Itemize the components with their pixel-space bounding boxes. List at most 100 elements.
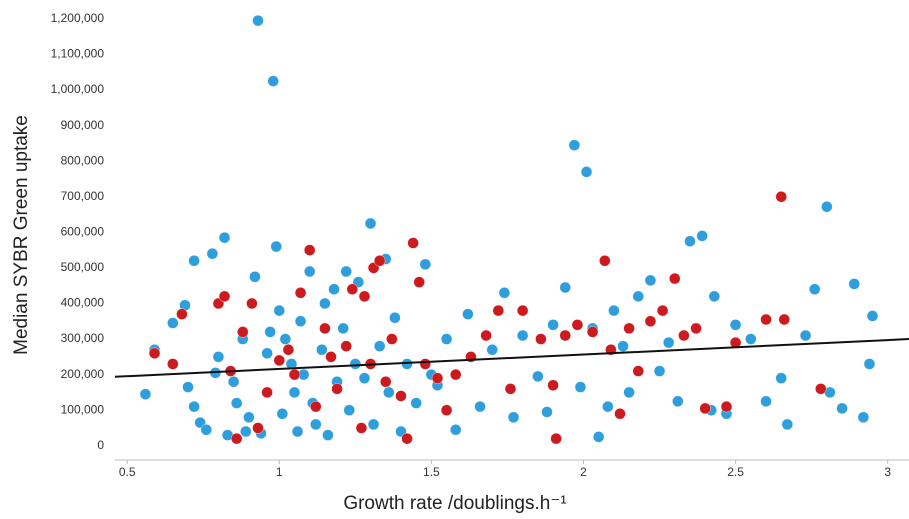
point xyxy=(252,422,264,434)
point xyxy=(380,376,392,388)
point xyxy=(836,402,848,415)
point xyxy=(218,290,231,303)
point xyxy=(486,344,498,356)
point xyxy=(857,411,870,424)
y-tick-label: 100,000 xyxy=(61,402,105,416)
point xyxy=(602,400,614,413)
point xyxy=(656,304,669,317)
point xyxy=(212,351,225,363)
point xyxy=(678,329,690,342)
point xyxy=(261,347,273,359)
point xyxy=(343,404,355,416)
point xyxy=(364,217,377,230)
point xyxy=(294,287,307,299)
point xyxy=(182,381,194,393)
point xyxy=(644,274,657,287)
point xyxy=(355,422,368,434)
point xyxy=(568,139,581,151)
point xyxy=(781,418,794,431)
point xyxy=(644,315,657,327)
x-tick-label: 0.5 xyxy=(119,465,136,479)
point xyxy=(218,231,231,244)
point xyxy=(319,322,331,335)
point xyxy=(410,397,422,409)
point xyxy=(310,400,322,413)
y-tick-label: 300,000 xyxy=(61,331,105,345)
point xyxy=(821,201,833,213)
point xyxy=(337,322,349,335)
point xyxy=(450,368,462,381)
point xyxy=(516,304,529,317)
point xyxy=(440,404,453,416)
point xyxy=(450,424,462,436)
point xyxy=(206,247,219,260)
point xyxy=(282,344,295,356)
point xyxy=(358,290,371,303)
point xyxy=(264,326,276,338)
point xyxy=(550,432,562,445)
point xyxy=(617,340,629,352)
point xyxy=(815,383,827,395)
point xyxy=(547,319,559,331)
point xyxy=(498,287,511,299)
point xyxy=(608,304,620,317)
point xyxy=(507,411,520,424)
y-axis-title: Median SYBR Green uptake xyxy=(11,115,32,355)
point xyxy=(303,265,316,278)
point xyxy=(288,386,301,399)
point xyxy=(291,425,304,438)
point xyxy=(310,418,322,431)
point xyxy=(401,432,413,445)
point xyxy=(547,379,559,391)
point xyxy=(516,329,529,342)
point xyxy=(593,431,605,443)
point xyxy=(586,326,599,338)
y-tick-label: 800,000 xyxy=(61,153,105,167)
point xyxy=(240,425,252,438)
point xyxy=(745,333,757,345)
y-tick-label: 900,000 xyxy=(61,118,105,132)
point xyxy=(386,333,398,345)
point xyxy=(492,304,505,317)
point xyxy=(167,358,179,370)
y-tick-label: 500,000 xyxy=(61,260,105,274)
point xyxy=(760,313,772,326)
point xyxy=(288,368,301,381)
y-tick-label: 700,000 xyxy=(61,189,105,203)
y-tick-label: 1,000,000 xyxy=(51,82,105,96)
point xyxy=(413,276,425,288)
point xyxy=(419,258,431,271)
point xyxy=(389,312,401,324)
point xyxy=(188,255,200,267)
point xyxy=(273,304,285,317)
point xyxy=(775,372,787,384)
point xyxy=(599,255,611,267)
point xyxy=(419,358,431,370)
point xyxy=(760,395,772,408)
x-axis-title: Growth rate /doublings.h⁻¹ xyxy=(343,493,566,514)
y-tick-label: 1,200,000 xyxy=(51,11,105,25)
point xyxy=(474,400,486,413)
point xyxy=(729,319,742,331)
point xyxy=(696,230,708,242)
point xyxy=(285,358,298,370)
point xyxy=(316,344,328,356)
point xyxy=(690,322,702,335)
point xyxy=(167,317,179,329)
point xyxy=(230,432,243,445)
point xyxy=(267,75,279,87)
point xyxy=(462,308,474,320)
point xyxy=(480,329,492,342)
y-tick-label: 200,000 xyxy=(61,367,105,381)
point xyxy=(328,283,340,295)
point xyxy=(541,406,553,418)
point xyxy=(367,418,380,431)
point xyxy=(188,400,200,413)
point xyxy=(708,290,721,303)
point xyxy=(325,351,337,363)
point xyxy=(866,310,879,322)
point xyxy=(237,326,249,338)
point xyxy=(504,383,517,395)
point xyxy=(373,340,386,352)
